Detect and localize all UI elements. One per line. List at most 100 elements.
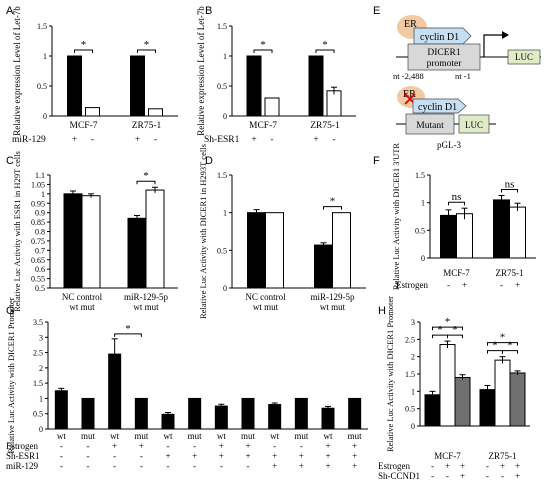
bar: [148, 108, 163, 117]
group-label: MCF-7: [70, 121, 98, 131]
er-label-bottom: ER: [403, 89, 416, 100]
bar: [314, 244, 333, 289]
condition-mark: +: [445, 461, 450, 471]
nt-start-label: nt -2,488: [393, 71, 424, 81]
bar: [294, 397, 308, 430]
significance-bracket: [501, 188, 518, 193]
y-tick-label: 1.5: [33, 379, 43, 388]
condition-mark: +: [352, 441, 357, 451]
group-label: MCF-7: [443, 268, 470, 278]
y-tick-label: 0.5: [35, 284, 45, 293]
y-tick-label: 1.05: [31, 180, 45, 189]
significance-mark: *: [452, 324, 458, 336]
bar: [494, 359, 511, 427]
bar: [509, 372, 526, 427]
y-tick-label: 2: [411, 353, 415, 362]
significance-bracket: [323, 206, 342, 210]
group-label: miR-129-5p: [124, 292, 168, 302]
panel-label-b: B: [205, 5, 212, 17]
y-tick-label: 1.5: [217, 171, 227, 180]
y-axis-label: Relative Luc Activity with DICER1 Promot…: [385, 296, 395, 452]
bar: [81, 397, 95, 430]
bar: [332, 212, 351, 289]
y-tick-label: 0.7: [35, 246, 45, 255]
condition-mark: +: [219, 441, 224, 451]
y-axis-label: Relative Luc Activity with ESR1 in H29T …: [12, 151, 22, 312]
category-label: mut: [81, 431, 96, 441]
bar: [326, 90, 342, 117]
significance-bracket: [502, 350, 518, 354]
bar: [439, 344, 456, 427]
condition-mark: -: [60, 441, 63, 451]
y-tick-label: 0.95: [31, 199, 45, 208]
y-tick-label: 0.5: [415, 226, 425, 235]
significance-bracket: [448, 201, 465, 206]
bar: [63, 193, 83, 289]
bar: [247, 212, 266, 289]
condition-label: Estrogen: [6, 441, 38, 451]
group-label: NC control: [62, 292, 103, 302]
y-tick-label: 2: [39, 364, 43, 373]
chart-d: 0 0.5 1 1.5 Relative Luc Activity with DICER…: [198, 144, 366, 319]
significance-mark: *: [260, 39, 266, 51]
condition-mark: +: [139, 441, 144, 451]
significance-mark: ns: [505, 178, 515, 190]
transcription-start-arrow: [483, 34, 503, 57]
group-label: MCF-7: [434, 451, 461, 461]
y-tick-label: 1.5: [405, 370, 415, 379]
panel-label-g: G: [6, 305, 15, 317]
y-tick-label: 1.5: [217, 22, 227, 31]
bar: [348, 397, 362, 430]
y-tick-label: 1: [421, 199, 425, 208]
y-tick-label: 1: [411, 387, 415, 396]
dicer1-promoter-box: [407, 43, 481, 71]
condition-mark: +: [515, 461, 520, 471]
y-tick-label: 0: [43, 112, 47, 121]
condition-mark: +: [460, 461, 465, 471]
y-tick-label: 0.75: [31, 237, 45, 246]
chart-h: 0 0.5 1 1.5 2 2.5 3 Relative Luc Activity with …: [378, 296, 530, 481]
y-tick-label: 2.5: [405, 335, 415, 344]
bar: [145, 189, 165, 289]
promoter-construct-diagram: ER cyclin D1 DICER1 promoter LUC nt -2,4…: [393, 15, 541, 150]
condition-mark: -: [431, 471, 434, 481]
y-tick-label: 0: [411, 422, 415, 431]
y-tick-label: 0.5: [37, 82, 47, 91]
significance-mark: *: [322, 39, 328, 51]
y-tick-label: 0.5: [33, 410, 43, 419]
condition-mark: -: [446, 471, 449, 481]
luc-label-bottom: LUC: [465, 120, 483, 130]
condition-mark: +: [325, 441, 330, 451]
y-axis-label: Relative Luc Activity with DICER1 3'UTR: [391, 143, 401, 291]
group-sublabel: wt mut: [320, 302, 346, 312]
group-label: NC control: [245, 292, 286, 302]
luc-box-bottom: [458, 114, 490, 134]
significance-mark: *: [330, 196, 336, 208]
bar: [479, 389, 496, 427]
cyclin-d1-label-top: cyclin D1: [420, 32, 459, 43]
y-axis-label: Relative expression Level of Let-7b: [12, 6, 22, 136]
y-tick-label: 0.8: [35, 228, 45, 237]
bar: [321, 407, 335, 430]
bar: [85, 107, 100, 117]
condition-mark: +: [352, 451, 357, 461]
condition-label: Sh-ESR1: [6, 451, 40, 461]
nt-end-label: nt -1: [455, 71, 471, 81]
condition-mark: -: [431, 461, 434, 471]
y-tick-label: 0: [39, 425, 43, 434]
condition-label: miR-129: [12, 135, 46, 145]
condition-label: Sh-CCND1: [378, 471, 420, 481]
y-tick-label: 1: [223, 52, 227, 61]
bar: [54, 390, 68, 430]
condition-mark: -: [113, 461, 116, 471]
panel-label-h: H: [378, 305, 386, 317]
charts: 0 0.5 1 1.5 Relative expression Level of Let…: [6, 6, 536, 481]
significance-bracket: [447, 334, 463, 339]
cyclin-d1-label-bottom: cyclin D1: [418, 102, 457, 113]
significance-mark: *: [437, 324, 443, 336]
condition-mark: -: [500, 280, 503, 290]
condition-mark: +: [165, 451, 170, 461]
panel-label-d: D: [205, 155, 213, 167]
condition-mark: +: [112, 441, 117, 451]
